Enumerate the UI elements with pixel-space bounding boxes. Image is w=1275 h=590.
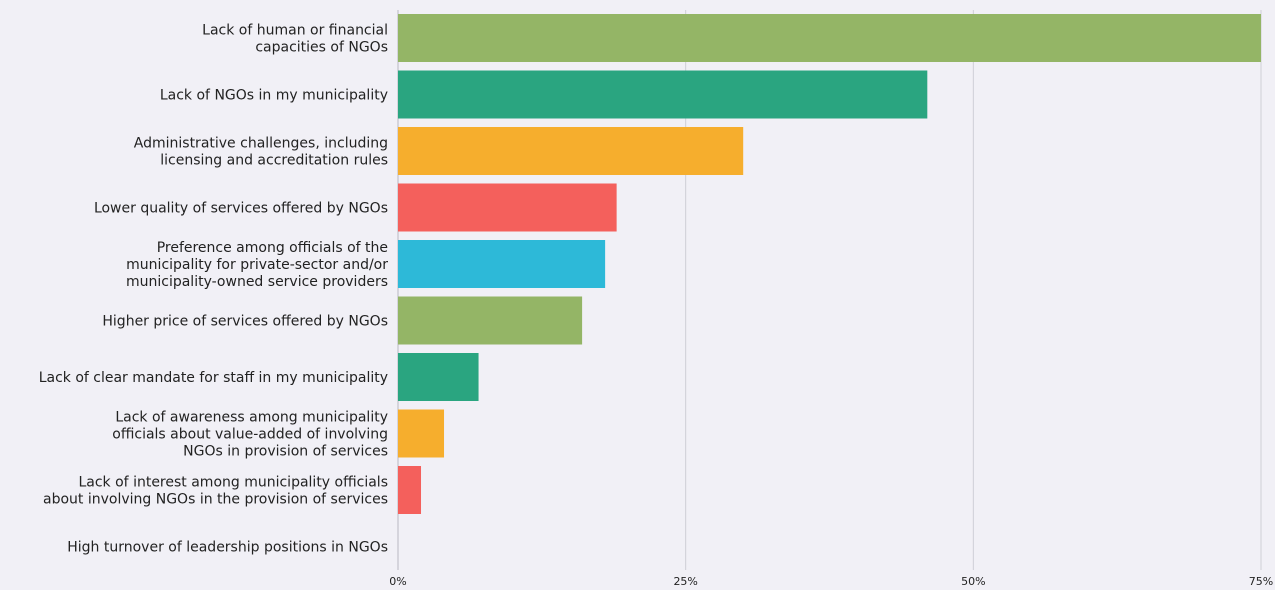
bars <box>398 14 1261 514</box>
category-label: Lack of awareness among municipality offi… <box>112 410 388 460</box>
category-label: Lack of human or financial capacities of … <box>202 23 388 56</box>
category-labels: Lack of human or financial capacities of … <box>39 23 389 556</box>
x-tick-label: 0% <box>389 575 406 588</box>
category-label: High turnover of leadership positions in… <box>67 540 388 556</box>
category-label: Lack of NGOs in my municipality <box>160 88 388 104</box>
x-tick-label: 50% <box>961 575 985 588</box>
x-tick-label: 25% <box>673 575 697 588</box>
bar <box>398 70 928 119</box>
bar <box>398 466 422 514</box>
bar <box>398 127 744 175</box>
bar <box>398 409 445 458</box>
bar <box>398 296 583 345</box>
category-label: Administrative challenges, including lice… <box>134 136 388 169</box>
category-label: Lack of clear mandate for staff in my mu… <box>39 370 388 386</box>
category-label: Lack of interest among municipality offi… <box>43 475 388 508</box>
bar <box>398 183 617 232</box>
bar <box>398 14 1261 62</box>
category-label: Lower quality of services offered by NGO… <box>94 201 388 217</box>
x-tick-label: 75% <box>1249 575 1273 588</box>
x-tick-labels: 0% 25% 50% 75% <box>389 575 1273 588</box>
bar <box>398 353 479 401</box>
bar <box>398 240 606 288</box>
category-label: Higher price of services offered by NGOs <box>102 314 388 330</box>
category-label: Preference among officials of the municip… <box>126 240 388 290</box>
